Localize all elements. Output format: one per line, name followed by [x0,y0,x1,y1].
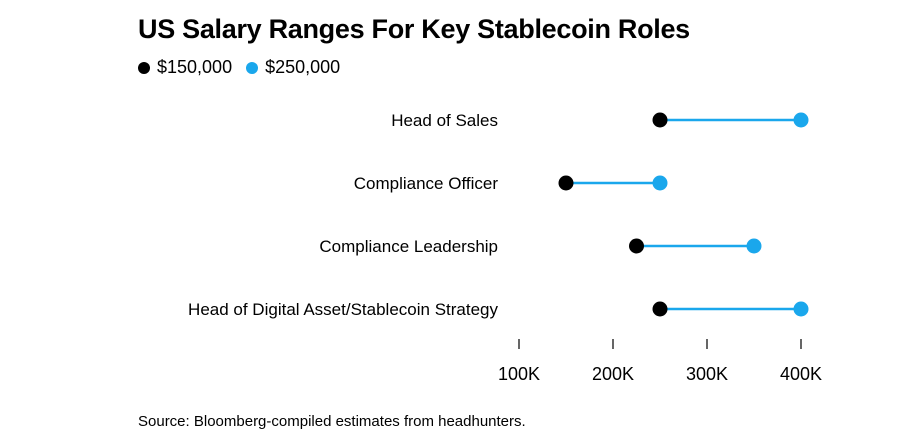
x-tick-label: 100K [498,364,540,384]
high-point [746,238,762,254]
legend-item-high: $250,000 [246,57,340,78]
low-point [629,238,644,254]
category-label: Compliance Officer [354,174,499,193]
low-point [558,175,574,191]
x-tick-label: 400K [780,364,822,384]
low-point [652,301,668,317]
legend-dot-blue-icon [246,61,259,74]
legend-dot-black-icon [138,61,150,74]
legend-item-low: $150,000 [138,57,232,78]
chart-title: US Salary Ranges For Key Stablecoin Role… [138,14,690,44]
category-label: Head of Digital Asset/Stablecoin Strateg… [188,300,498,319]
legend-label-high: $250,000 [265,57,341,77]
category-label: Compliance Leadership [319,237,498,256]
legend: $150,000 $250,000 [138,57,354,78]
high-point [793,112,809,128]
source-note: Source: Bloomberg-compiled estimates fro… [138,413,526,430]
low-point [652,112,668,128]
high-point [793,301,809,317]
x-tick-label: 200K [592,364,634,384]
x-tick-label: 300K [686,364,728,384]
high-point [652,175,668,191]
legend-label-low: $150,000 [157,57,233,77]
category-label: Head of Sales [391,111,498,130]
